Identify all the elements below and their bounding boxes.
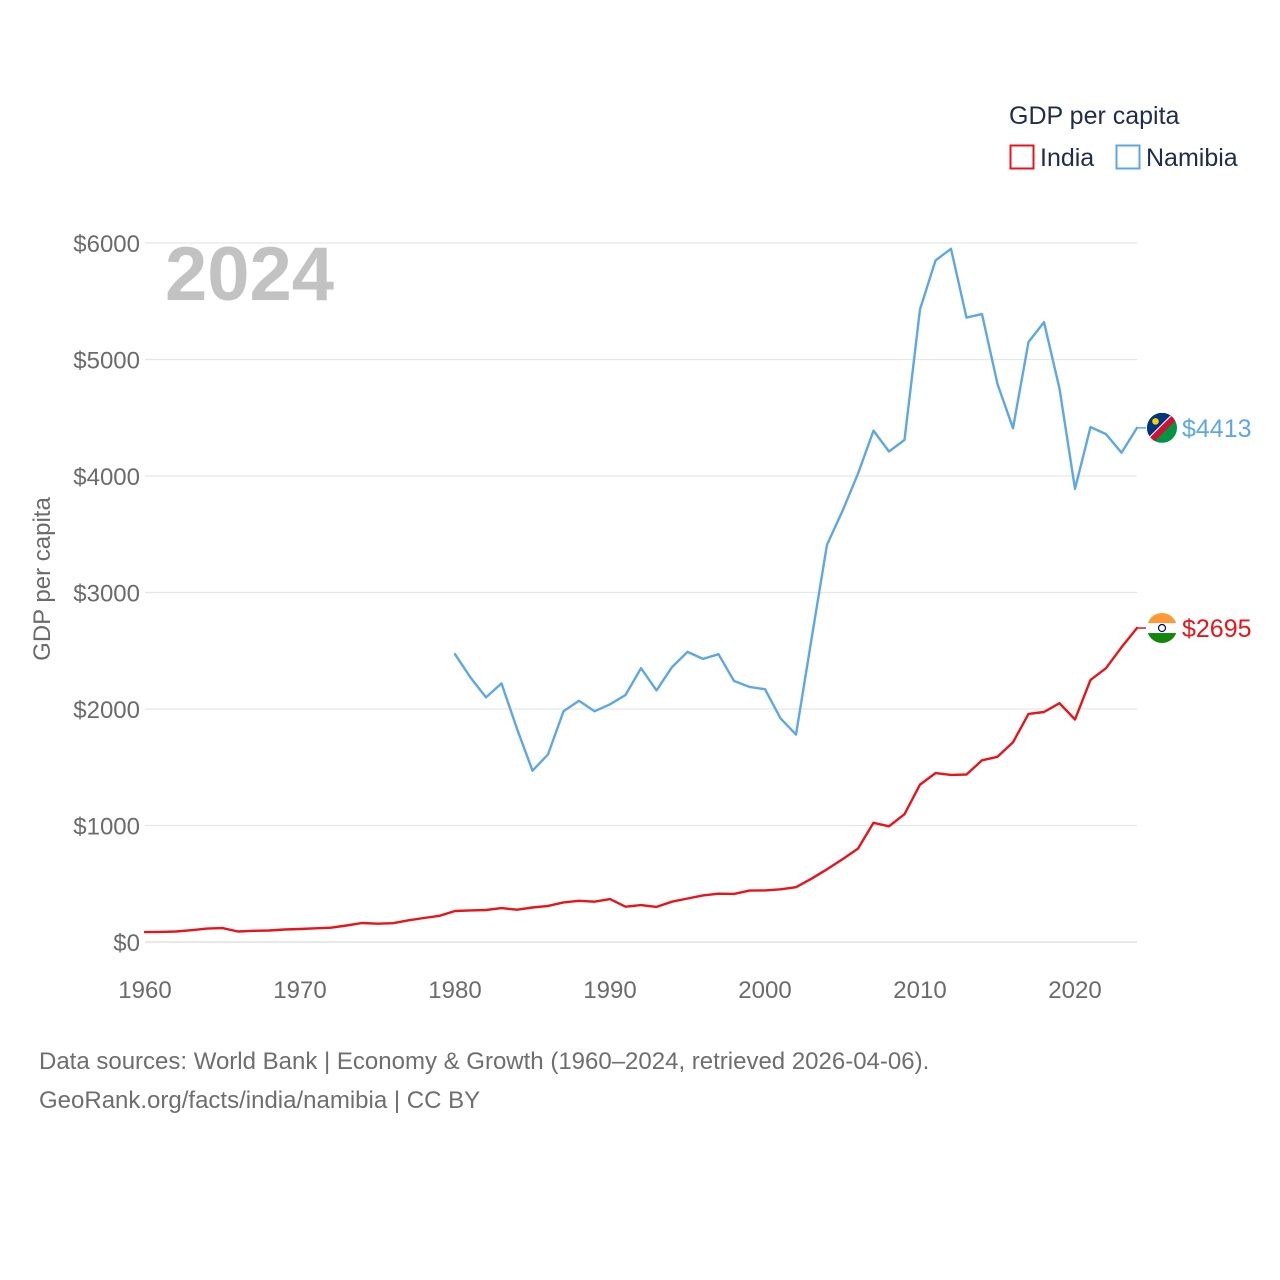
y-tick-label: $5000 (73, 348, 140, 375)
x-axis: 1960 1970 1980 1990 2000 2010 2020 (118, 977, 1101, 1004)
legend-label-india[interactable]: India (1040, 144, 1094, 172)
series-line-namibia[interactable] (453, 247, 1139, 772)
y-tick-label: $6000 (73, 231, 140, 258)
legend-swatch-namibia[interactable] (1115, 144, 1141, 170)
year-label: 2024 (165, 232, 334, 317)
legend-label-namibia[interactable]: Namibia (1146, 144, 1238, 172)
footer-sources: Data sources: World Bank | Economy & Gro… (39, 1048, 930, 1075)
x-tick-label: 2010 (893, 977, 946, 1004)
x-tick-label: 1980 (428, 977, 481, 1004)
x-tick-label: 2000 (738, 977, 791, 1004)
series-line-india[interactable] (143, 626, 1139, 934)
footer-attribution: GeoRank.org/facts/india/namibia | CC BY (39, 1087, 481, 1114)
india-end-value-label: $2695 (1182, 615, 1252, 643)
y-tick-label: $3000 (73, 581, 140, 608)
line-chart: GDP per capita India Namibia $0 $1000 $200… (29, 102, 1252, 1004)
gridlines (145, 242, 1137, 943)
india-flag-icon (1147, 613, 1177, 644)
namibia-flag-icon (1147, 412, 1177, 443)
legend-swatch-india[interactable] (1009, 144, 1035, 170)
footer: Data sources: World Bank | Economy & Gro… (39, 1042, 929, 1120)
x-tick-label: 2020 (1048, 977, 1101, 1004)
namibia-end-value-label: $4413 (1182, 415, 1252, 443)
x-tick-label: 1970 (273, 977, 326, 1004)
y-tick-label: $1000 (73, 814, 140, 841)
legend: GDP per capita India Namibia (1009, 102, 1238, 172)
y-axis: $0 $1000 $2000 $3000 $4000 $5000 $6000 (73, 231, 140, 957)
series-layer (143, 247, 1146, 934)
y-axis-title: GDP per capita (29, 497, 56, 661)
legend-title: GDP per capita (1009, 102, 1180, 130)
y-tick-label: $4000 (73, 464, 140, 491)
y-tick-label: $2000 (73, 697, 140, 724)
y-tick-label: $0 (113, 930, 140, 957)
x-tick-label: 1960 (118, 977, 171, 1004)
x-tick-label: 1990 (583, 977, 636, 1004)
